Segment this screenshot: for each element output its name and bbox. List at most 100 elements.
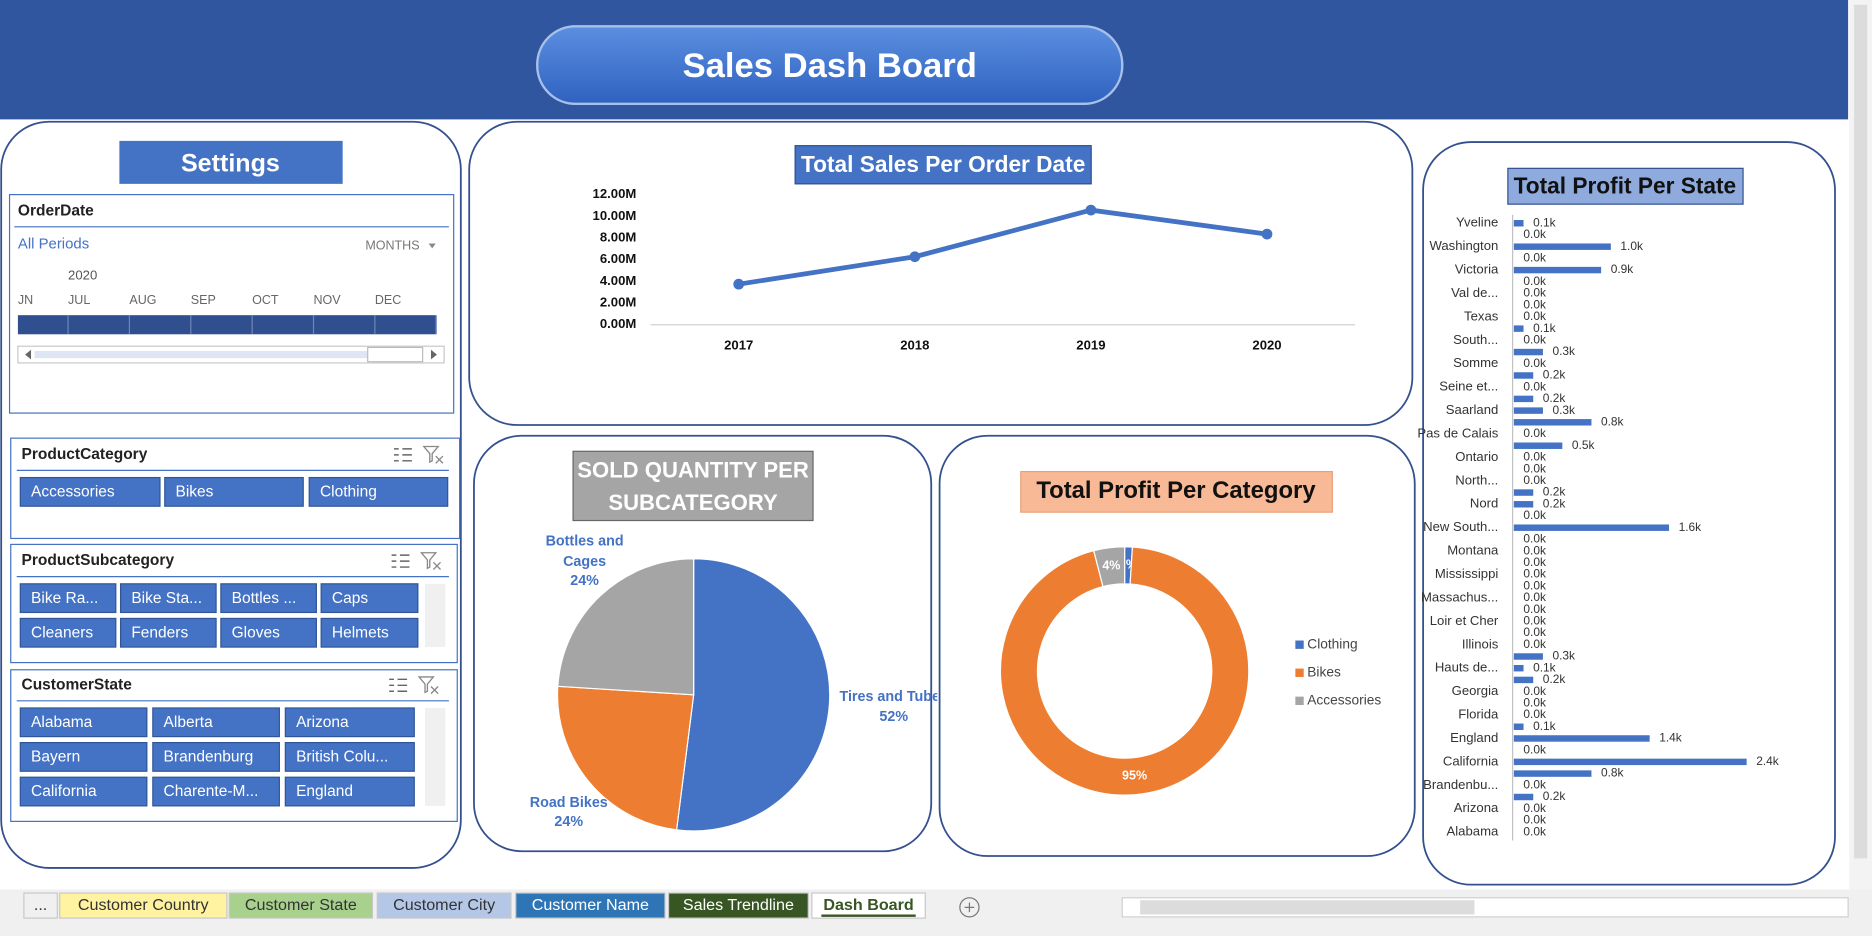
bar-data-label: 0.2k bbox=[1543, 672, 1566, 686]
slicer-item[interactable]: England bbox=[296, 783, 353, 800]
slicer-item[interactable]: British Colu... bbox=[296, 749, 388, 766]
slicer-item[interactable]: Gloves bbox=[232, 624, 281, 641]
slicer-item[interactable]: Charente-M... bbox=[164, 783, 259, 800]
slicer-item[interactable]: Accessories bbox=[31, 484, 115, 501]
slicer-button[interactable] bbox=[19, 617, 117, 648]
bar-data-label: 0.0k bbox=[1523, 227, 1546, 241]
sheet-tab-label[interactable]: Customer Name bbox=[532, 896, 649, 914]
bar-data-label: 0.0k bbox=[1523, 543, 1546, 557]
timeline-scroll-thumb[interactable] bbox=[367, 346, 424, 363]
slicer-button[interactable] bbox=[19, 583, 117, 614]
slicer-scrollbar[interactable] bbox=[425, 583, 446, 648]
clear-filter-icon[interactable] bbox=[422, 445, 444, 464]
slicer-button[interactable] bbox=[19, 707, 148, 738]
slicer-item[interactable]: Caps bbox=[332, 590, 368, 607]
timeline-title: OrderDate bbox=[18, 202, 94, 219]
sheet-tab[interactable] bbox=[59, 892, 228, 919]
slicer-item[interactable]: Bike Ra... bbox=[31, 590, 98, 607]
sheet-tab[interactable] bbox=[23, 892, 58, 919]
bar bbox=[1513, 348, 1543, 356]
sheet-tab-label[interactable]: Customer City bbox=[393, 896, 496, 914]
bar-data-label: 0.2k bbox=[1543, 485, 1566, 499]
sheet-tab-label[interactable]: Customer Country bbox=[78, 896, 210, 914]
slicer-button[interactable] bbox=[19, 741, 148, 772]
bar-data-label: 0.0k bbox=[1523, 532, 1546, 546]
slicer-button[interactable] bbox=[220, 617, 317, 648]
slicer-scrollbar[interactable] bbox=[425, 707, 446, 806]
slicer-item[interactable]: Alabama bbox=[31, 714, 93, 731]
bar-data-label: 0.2k bbox=[1543, 368, 1566, 382]
slicer-item[interactable]: Bike Sta... bbox=[131, 590, 202, 607]
bar-data-label: 0.3k bbox=[1552, 649, 1575, 663]
slicer-title: ProductSubcategory bbox=[21, 552, 174, 569]
slicer-button[interactable] bbox=[19, 476, 161, 507]
pie-data-label-text: 52% bbox=[879, 707, 909, 725]
slicer-button[interactable] bbox=[152, 741, 280, 772]
slicer-button[interactable] bbox=[284, 776, 415, 807]
sheet-tab-label[interactable]: ... bbox=[34, 896, 47, 914]
clear-filter-icon[interactable] bbox=[420, 552, 442, 570]
pie-slice bbox=[557, 558, 695, 696]
slicer-item[interactable]: Alberta bbox=[164, 714, 214, 731]
sheet-tab[interactable] bbox=[376, 892, 512, 919]
slicer-button[interactable] bbox=[164, 476, 304, 507]
timeline-bar[interactable] bbox=[17, 315, 436, 335]
horizontal-thumb[interactable] bbox=[1140, 900, 1475, 915]
sheet-tab[interactable] bbox=[667, 892, 809, 919]
slicer-button[interactable] bbox=[119, 617, 217, 648]
bar-data-label: 0.0k bbox=[1523, 602, 1546, 616]
bar-data-label: 0.1k bbox=[1533, 719, 1556, 733]
slicer-button[interactable] bbox=[220, 583, 317, 614]
multi-select-icon[interactable] bbox=[389, 678, 408, 692]
scroll-thumb[interactable] bbox=[1854, 4, 1868, 859]
donut-panel bbox=[938, 434, 1416, 857]
slicer-item[interactable]: Helmets bbox=[332, 624, 389, 641]
sheet-tab[interactable] bbox=[811, 892, 926, 919]
y-tick-label: 12.00M bbox=[593, 186, 637, 201]
month-label: NOV bbox=[314, 293, 342, 307]
slicer-button[interactable] bbox=[284, 707, 415, 738]
slicer-item[interactable]: Brandenburg bbox=[164, 749, 254, 766]
slicer-item[interactable]: Bottles ... bbox=[232, 590, 297, 607]
timeline-level[interactable]: MONTHS bbox=[365, 238, 419, 252]
slicer-item[interactable]: California bbox=[31, 783, 97, 800]
slicer-button[interactable] bbox=[320, 617, 419, 648]
timeline-period[interactable]: All Periods bbox=[18, 236, 89, 253]
slicer-item[interactable]: Clothing bbox=[320, 484, 377, 501]
y-category-label: Ontario bbox=[1455, 449, 1498, 464]
sheet-tab[interactable] bbox=[515, 892, 666, 919]
clear-filter-icon[interactable] bbox=[417, 676, 439, 695]
line-marker bbox=[1085, 204, 1097, 216]
slicer-button[interactable] bbox=[152, 776, 280, 807]
bar-data-label: 1.6k bbox=[1679, 520, 1702, 534]
add-sheet[interactable] bbox=[959, 897, 980, 918]
bar-data-label: 0.0k bbox=[1523, 333, 1546, 347]
slicer-button[interactable] bbox=[308, 476, 449, 507]
slicer-button[interactable] bbox=[284, 741, 415, 772]
slicer-item[interactable]: Bayern bbox=[31, 749, 80, 766]
y-category-label: Texas bbox=[1464, 308, 1499, 323]
multi-select-icon[interactable] bbox=[391, 554, 410, 568]
y-category-label: Florida bbox=[1458, 707, 1499, 722]
donut-data-label: 95% bbox=[1122, 768, 1147, 782]
sheet-tab-label[interactable]: Customer State bbox=[245, 896, 357, 914]
bar-data-label: 0.0k bbox=[1523, 297, 1546, 311]
sheet-tab-label[interactable]: Dash Board bbox=[823, 896, 913, 914]
settings-panel bbox=[0, 120, 462, 869]
sheet-tab-label[interactable]: Sales Trendline bbox=[683, 896, 794, 914]
slicer-button[interactable] bbox=[152, 707, 280, 738]
chart-title: SOLD QUANTITY PER SUBCATEGORY bbox=[573, 451, 813, 520]
slicer-item[interactable]: Cleaners bbox=[31, 624, 93, 641]
bar bbox=[1513, 489, 1534, 496]
slicer-item[interactable]: Bikes bbox=[176, 484, 214, 501]
multi-select-icon[interactable] bbox=[393, 448, 412, 462]
slicer-button[interactable] bbox=[19, 776, 148, 807]
slicer-item[interactable]: Fenders bbox=[131, 624, 188, 641]
slicer-item[interactable]: Arizona bbox=[296, 714, 349, 731]
sheet-tab[interactable] bbox=[228, 892, 374, 919]
add-sheet-plus bbox=[964, 902, 975, 913]
slicer-button[interactable] bbox=[320, 583, 419, 614]
slicer-button[interactable] bbox=[119, 583, 217, 614]
